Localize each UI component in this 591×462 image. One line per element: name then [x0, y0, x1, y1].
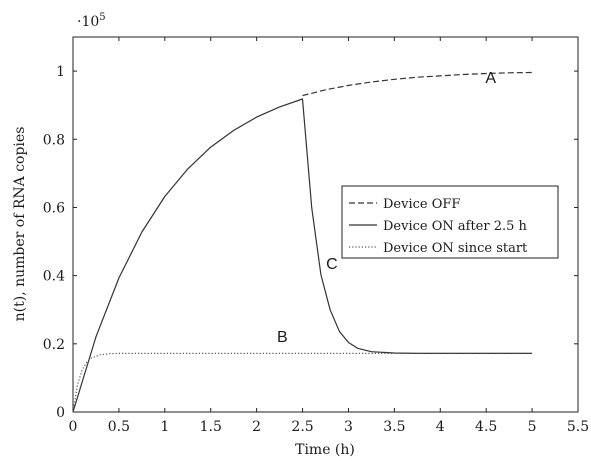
- x-tick-label: 3: [344, 419, 353, 435]
- legend-label-device-off: Device OFF: [383, 197, 460, 212]
- plot-frame: [72, 36, 579, 413]
- y-tick-label: 0.2: [43, 337, 65, 353]
- y-scale-base: ·10: [77, 14, 99, 30]
- annotation-a: A: [485, 70, 496, 87]
- series-line-device-on-since-start: [72, 352, 533, 413]
- legend-label-device-on-since-start: Device ON since start: [383, 241, 528, 256]
- x-tick-label: 1.5: [200, 419, 222, 435]
- y-axis: 0 0.2 0.4 0.6 0.8 1: [43, 64, 578, 421]
- x-tick-label: 5: [528, 419, 537, 435]
- y-scale-label: ·105: [77, 12, 106, 30]
- legend-items: Device OFF Device ON after 2.5 h Device ON…: [349, 197, 528, 256]
- x-tick-label: 1: [160, 419, 169, 435]
- x-tick-label: 4.5: [475, 419, 497, 435]
- x-tick-label: 2: [252, 419, 261, 435]
- legend: Device OFF Device ON after 2.5 h Device ON…: [341, 185, 559, 259]
- annotation-c: C: [326, 256, 338, 273]
- y-tick-label: 0.6: [43, 200, 65, 216]
- y-tick-label: 1: [56, 64, 65, 80]
- legend-box: [341, 185, 559, 259]
- y-tick-label: 0.8: [43, 132, 65, 148]
- x-tick-label: 0.5: [108, 419, 130, 435]
- x-axis-title: Time (h): [295, 442, 355, 458]
- series-line-device-off: [302, 71, 533, 97]
- legend-label-device-on-after-2-5-h: Device ON after 2.5 h: [383, 219, 528, 234]
- y-axis-title: n(t), number of RNA copies: [12, 127, 28, 322]
- series-layer: [72, 71, 533, 413]
- x-tick-label: 2.5: [291, 419, 313, 435]
- series-line-device-on-after-2-5-h: [72, 98, 533, 413]
- x-tick-label: 5.5: [567, 419, 589, 435]
- y-scale-exponent: 5: [99, 12, 105, 23]
- annotations: A B C: [277, 70, 496, 346]
- x-tick-label: 3.5: [383, 419, 405, 435]
- y-tick-label: 0.4: [43, 269, 65, 285]
- x-tick-label: 0: [69, 419, 78, 435]
- x-axis: 0 0.5 1 1.5 2 2.5 3 3.5 4 4.5 5 5.5: [69, 37, 589, 435]
- annotation-b: B: [277, 329, 288, 346]
- x-tick-label: 4: [436, 419, 445, 435]
- y-tick-label: 0: [56, 405, 65, 421]
